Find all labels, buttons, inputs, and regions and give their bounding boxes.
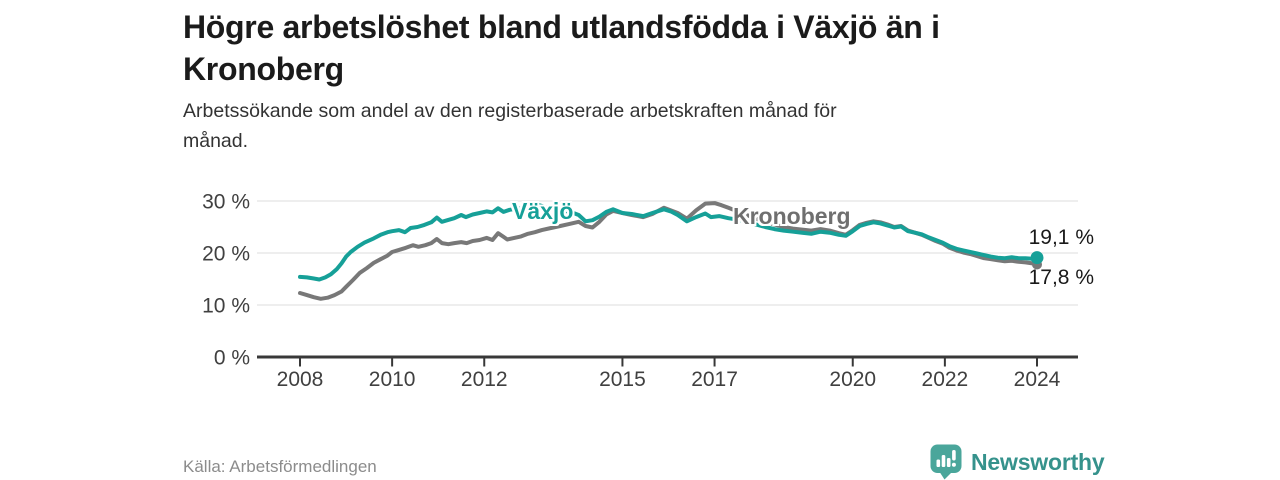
end-value-label-vaxjo: 19,1 % <box>1028 226 1094 249</box>
y-tick-label-0: 0 % <box>214 347 250 370</box>
series-end-dot-0 <box>1030 251 1044 265</box>
title-line-2: Kronoberg <box>183 51 344 87</box>
logo-bar-2 <box>941 455 946 467</box>
end-value-label-kronoberg: 17,8 % <box>1028 266 1094 289</box>
subtitle-line-1: Arbetssökande som andel av den registerb… <box>183 100 837 122</box>
x-tick-label-2024: 2024 <box>1014 368 1061 391</box>
x-tick-label-2008: 2008 <box>277 368 324 391</box>
subtitle-line-2: månad. <box>183 130 249 152</box>
logo-exclamation-dot <box>951 462 956 467</box>
x-tick-label-2022: 2022 <box>922 368 969 391</box>
y-tick-label-20: 20 % <box>202 243 250 266</box>
chart-subtitle: Arbetssökande som andel av den registerb… <box>183 96 837 156</box>
x-tick-label-2012: 2012 <box>461 368 508 391</box>
logo-bar-3 <box>946 458 951 467</box>
logo-exclamation-bar <box>952 450 956 461</box>
x-tick-label-2020: 2020 <box>829 368 876 391</box>
series-label-vaxjo: Växjö <box>512 198 574 224</box>
x-tick-label-2017: 2017 <box>691 368 738 391</box>
y-tick-label-30: 30 % <box>202 191 250 214</box>
page-title: Högre arbetslöshet bland utlandsfödda i … <box>183 6 940 90</box>
brand-wordmark: Newsworthy <box>971 449 1105 475</box>
series-label-kronoberg: Kronoberg <box>733 203 851 229</box>
source-note: Källa: Arbetsförmedlingen <box>183 457 377 476</box>
newsworthy-bubble-chart-icon <box>930 444 962 480</box>
x-tick-label-2010: 2010 <box>369 368 416 391</box>
y-tick-label-10: 10 % <box>202 295 250 318</box>
series-line-1 <box>298 201 1039 301</box>
x-tick-label-2015: 2015 <box>599 368 646 391</box>
logo-bar-1 <box>936 459 941 467</box>
title-line-1: Högre arbetslöshet bland utlandsfödda i … <box>183 9 940 45</box>
series-line-0 <box>298 202 1039 282</box>
newsworthy-logo: Newsworthy <box>929 443 1105 480</box>
logo-bubble-tail <box>939 471 953 480</box>
logo-bubble <box>930 444 962 473</box>
